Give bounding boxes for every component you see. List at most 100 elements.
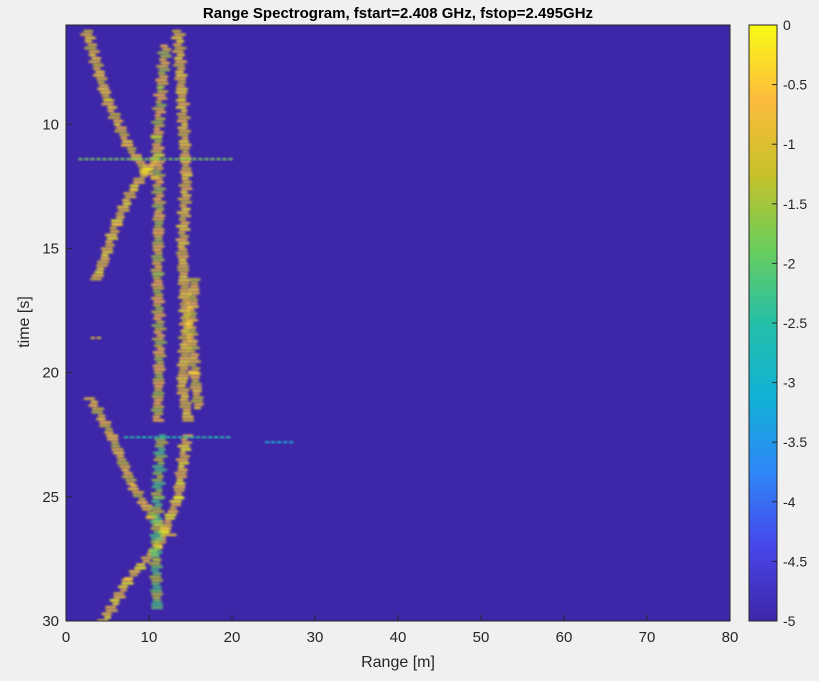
trace-segment [113,119,124,123]
trace-segment [154,412,164,415]
trace-segment [176,113,187,116]
trace-segment [187,326,197,329]
trace-segment [178,296,190,299]
trace-segment [102,157,107,161]
trace-segment [100,247,113,250]
trace-segment [202,436,207,439]
trace-segment [125,478,137,482]
trace-segment [185,302,198,305]
trace-segment [181,438,188,441]
trace-segment [154,265,163,268]
trace-segment [152,364,165,368]
trace-segment [111,223,123,226]
trace-segment [178,370,187,373]
trace-segment [150,589,162,592]
trace-segment [187,350,196,353]
trace-segment [179,289,188,292]
trace-segment [153,290,162,293]
trace-segment [83,397,95,400]
trace-segment [181,174,193,177]
trace-segment [121,578,133,582]
trace-segment [144,157,149,161]
trace-segment [92,74,105,77]
trace-segment [133,494,143,497]
trace-segment [116,126,127,129]
trace-segment [155,375,164,378]
trace-segment [190,399,203,403]
trace-segment [96,267,105,271]
trace-segment [97,619,109,621]
trace-segment [96,264,108,267]
trace-segment [152,241,164,245]
trace-segment [150,569,159,572]
trace-segment [151,310,164,314]
trace-segment [152,599,162,603]
trace-segment [150,157,155,161]
trace-segment [122,202,132,205]
trace-segment [174,77,186,80]
trace-segment [152,510,165,513]
trace-segment [140,174,148,177]
trace-segment [177,126,188,129]
trace-segment [191,367,201,370]
trace-segment [156,65,169,68]
y-axis-label: time [s] [16,296,33,348]
trace-segment [177,350,190,353]
trace-segment [152,218,165,221]
trace-segment [189,386,202,389]
trace-segment [182,434,194,438]
trace-segment [156,361,165,364]
trace-segment [177,102,190,106]
trace-segment [129,570,141,573]
trace-segment [128,151,136,154]
trace-segment [164,513,177,517]
trace-segment [117,458,127,461]
trace-segment [154,358,163,361]
trace-segment [145,516,158,519]
trace-segment [153,160,166,163]
trace-segment [156,441,169,444]
trace-segment [160,436,165,439]
trace-segment [100,257,110,260]
trace-segment [154,468,167,472]
chart-title: Range Spectrogram, fstart=2.408 GHz, fst… [203,5,593,22]
trace-segment [90,157,95,161]
trace-segment [84,46,97,50]
trace-segment [165,533,177,536]
trace-segment [176,478,184,482]
trace-segment [271,441,276,444]
trace-segment [171,503,181,506]
trace-segment [135,161,146,164]
trace-segment [150,134,163,137]
trace-segment [160,44,168,48]
trace-segment [204,157,209,161]
trace-segment [124,577,134,580]
trace-segment [117,205,129,209]
trace-2 [150,44,172,422]
trace-segment [157,461,165,465]
trace-segment [153,303,162,307]
trace-segment [105,233,118,237]
trace-segment [151,592,163,596]
trace-segment [154,124,165,127]
trace-segment [152,248,162,251]
trace-segment [123,192,136,195]
trace-segment [97,87,110,91]
trace-segment [151,324,164,327]
trace-segment [156,85,165,88]
trace-segment [265,441,270,444]
trace-segment [152,419,165,422]
trace-segment [182,419,194,422]
trace-segment [99,424,111,427]
trace-segment [176,119,188,123]
trace-segment [176,225,188,228]
trace-segment [101,254,109,257]
trace-segment [146,515,157,518]
trace-segment [91,274,104,277]
trace-segment [152,231,165,234]
trace-segment [283,441,288,444]
trace-segment [175,60,187,63]
trace-segment [102,250,114,254]
trace-segment [158,530,169,534]
trace-segment [177,444,190,448]
